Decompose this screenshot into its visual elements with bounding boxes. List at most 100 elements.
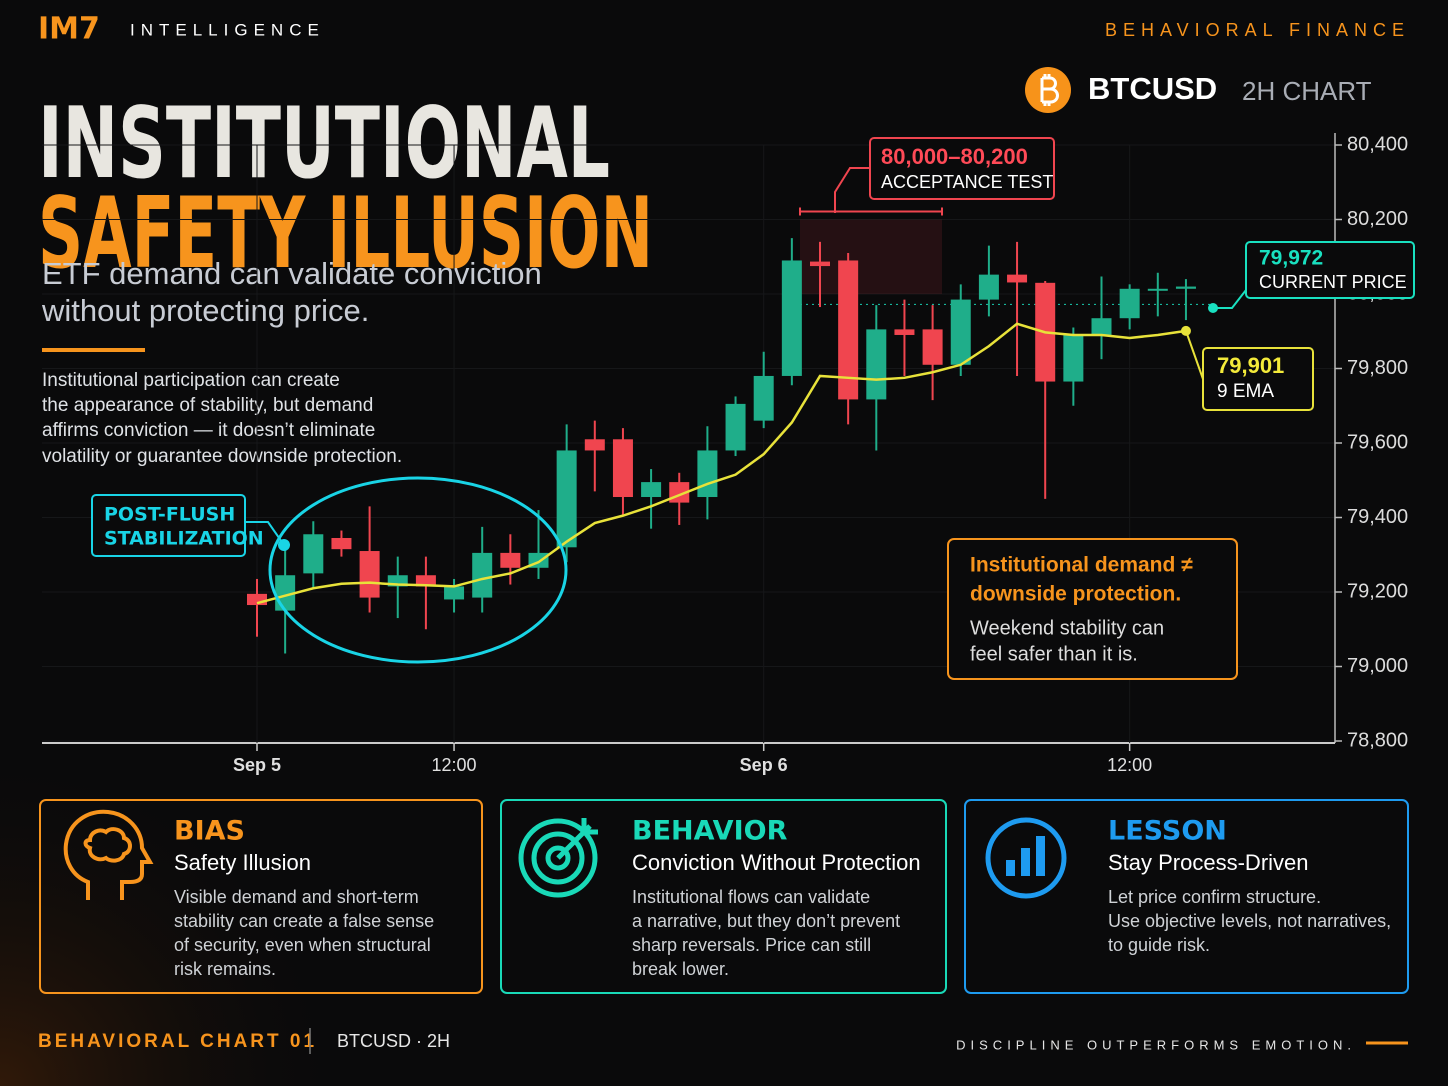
card-subtitle: Stay Process-Driven [1108,850,1309,875]
headline-line: INSTITUTIONAL [38,87,610,201]
ema-box [1202,347,1314,411]
ema-connector [1185,330,1204,380]
candle-body [753,375,774,421]
candle-body [1119,288,1140,319]
card-text: of security, even when structural [174,935,431,955]
candle-body [415,575,436,587]
candle-body [810,261,830,267]
candle-body [500,552,521,568]
brand-sub: INTELLIGENCE [130,20,325,39]
price-dot [1208,303,1218,313]
zone-box [869,137,1055,200]
x-tick-label: 12:00 [1107,755,1152,775]
body-text: affirms conviction — it doesn’t eliminat… [42,420,375,441]
candle-body [894,329,915,335]
body-text: the appearance of stability, but demand [42,395,373,416]
candle-body [950,299,971,365]
note-title: Institutional demand ≠ [970,554,1193,577]
card-text: break lower. [632,959,729,979]
timeframe: 2H CHART [1242,76,1372,106]
card-text: stability can create a false sense [174,911,434,931]
candle-body [472,552,493,598]
candle-body [584,439,605,451]
candle-body [1007,274,1028,283]
headline-line: SAFETY ILLUSION [38,177,653,291]
zone-name: ACCEPTANCE TEST [881,172,1053,192]
candle-body [247,593,267,606]
note-title: downside protection. [970,583,1181,606]
candle-body [556,450,577,548]
symbol: BTCUSD [1088,71,1217,106]
card [39,799,483,994]
candle-body [387,575,408,587]
card [500,799,947,994]
brain-head-icon [63,809,154,900]
ema-dot [1180,325,1191,336]
zone-label: 80,000–80,200 [881,144,1028,169]
note-body: feel safer than it is. [970,643,1138,665]
card-text: Use objective levels, not narratives, [1108,911,1391,931]
callout-connector [245,521,285,546]
y-tick-label: 80,400 [1347,133,1408,155]
note-box [947,538,1238,680]
candle-body [1063,334,1084,382]
candle-body [444,586,465,600]
candle-body [1091,318,1112,335]
candle-body [978,274,999,300]
chart-icon [985,817,1067,899]
candle-body [359,551,380,598]
zone-connector [834,167,870,213]
candle-body [697,450,718,498]
body-text: volatility or guarantee downside protect… [42,446,402,467]
section-tag: BEHAVIORAL FINANCE [1105,20,1410,40]
candle-body [866,329,887,400]
candle-body [641,482,662,498]
candle-body [303,534,324,574]
body-text: Institutional participation can create [42,370,340,391]
accent-bar [42,348,145,352]
subtitle: without protecting price. [41,293,369,328]
candle-body [1147,288,1168,291]
callout-box [91,494,246,557]
footer-left: BEHAVIORAL CHART 01 [38,1031,317,1052]
card-title: LESSON [1108,816,1227,847]
card-text: risk remains. [174,959,276,979]
y-tick-label: 79,800 [1347,357,1408,379]
footer-right: DISCIPLINE OUTPERFORMS EMOTION. [956,1037,1356,1052]
acceptance-zone [800,219,942,294]
card-text: sharp reversals. Price can still [632,935,871,955]
candle-body [1175,286,1196,289]
card [964,799,1409,994]
candle-body [612,439,633,498]
footer-middle: BTCUSD · 2H [337,1031,450,1051]
subtitle: ETF demand can validate conviction [42,256,542,291]
x-tick-label: Sep 5 [233,755,281,775]
y-tick-label: 79,600 [1347,431,1408,453]
price-name: CURRENT PRICE [1259,272,1407,292]
callout-text: STABILIZATION [104,528,264,550]
price-label: 79,972 [1259,247,1323,270]
card-text: to guide risk. [1108,935,1210,955]
card-text: Let price confirm structure. [1108,887,1321,907]
card-text: Visible demand and short-term [174,887,419,907]
y-tick-label: 79,400 [1347,506,1408,528]
card-subtitle: Safety Illusion [174,850,311,875]
stabilization-ellipse [268,476,568,664]
zone-bracket [799,207,943,216]
background-glow [0,500,600,1086]
card-text: Institutional flows can validate [632,887,870,907]
card-title: BIAS [174,816,245,847]
card-title: BEHAVIOR [632,816,788,847]
y-tick-label: 79,000 [1347,655,1408,677]
callout-text: POST-FLUSH [104,504,235,526]
note-body: Weekend stability can [970,617,1164,639]
chart: 78,800 79,000 79,200 79,400 79,600 79,800 80,0… [42,133,1408,775]
card-subtitle: Conviction Without Protection [632,850,921,875]
ema-name: 9 EMA [1217,381,1274,402]
x-tick-label: 12:00 [432,755,477,775]
candle-body [725,403,746,451]
card-text: a narrative, but they don’t prevent [632,911,900,931]
candle-body [331,537,352,550]
x-tick-label: Sep 6 [740,755,788,775]
